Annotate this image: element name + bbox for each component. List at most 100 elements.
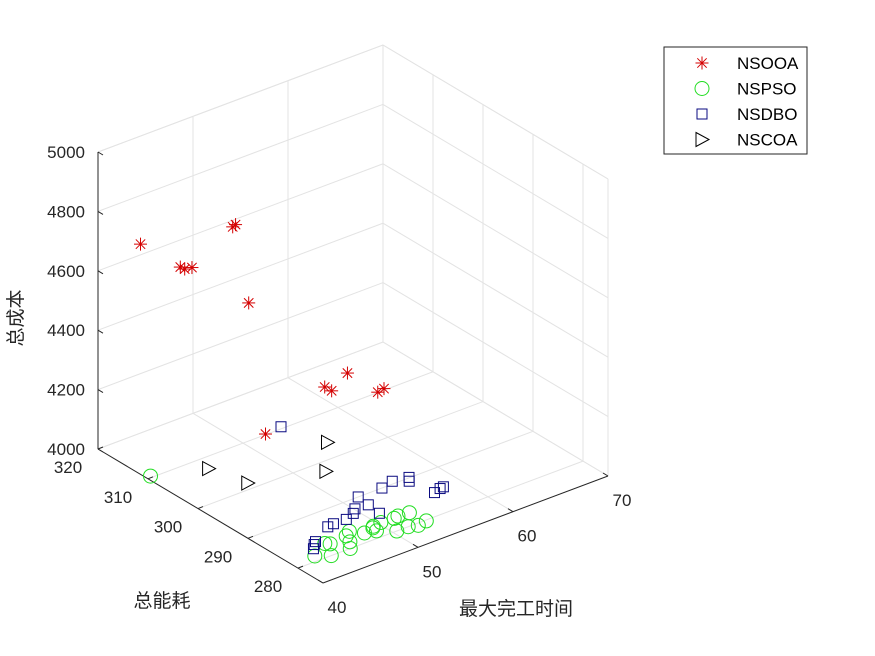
data-point-square: [403, 471, 415, 483]
grid-line: [382, 163, 609, 299]
data-point-triangle-right: [319, 463, 334, 480]
data-point-square: [307, 543, 319, 555]
grid-line: [97, 282, 384, 391]
data-point-square: [373, 507, 385, 519]
data-point-circle: [418, 513, 434, 529]
data-point-square: [340, 513, 352, 525]
grid-line: [97, 44, 384, 153]
data-point-circle: [338, 528, 354, 544]
data-point-circle: [307, 548, 323, 564]
grid-line: [297, 460, 584, 569]
data-point-square: [429, 487, 440, 499]
y-tick-mark: [247, 535, 254, 539]
grid-line: [287, 377, 514, 513]
legend-marker-asterisk: [695, 56, 709, 70]
y-tick-label: 300: [154, 518, 182, 537]
data-point-asterisk: [340, 366, 354, 380]
data-point-square: [352, 491, 364, 503]
data-point-square: [362, 499, 374, 511]
z-tick-mark: [97, 329, 104, 334]
data-point-circle: [373, 514, 389, 530]
data-point-asterisk: [259, 427, 272, 441]
x-tick-mark: [602, 472, 609, 477]
x-axis-line: [322, 475, 609, 584]
legend-label: NSDBO: [737, 105, 797, 124]
z-tick-mark: [97, 210, 104, 215]
data-point-square: [310, 536, 321, 548]
data-point-square: [376, 482, 388, 494]
x-tick-label: 50: [423, 562, 442, 581]
legend-label: NSOOA: [737, 54, 799, 73]
data-point-asterisk: [134, 237, 147, 251]
legend-box: [663, 46, 808, 155]
y-tick-label: 280: [254, 577, 282, 596]
y-tick-label: 290: [204, 547, 232, 566]
z-tick-mark: [97, 151, 104, 156]
z-tick-label: 4600: [47, 262, 85, 281]
grid-lines: [97, 44, 609, 584]
data-point-circle: [341, 523, 357, 539]
grid-line: [97, 222, 384, 331]
legend-marker-triangle-right: [695, 131, 711, 148]
data-point-asterisk: [229, 218, 243, 232]
grid-line: [382, 103, 609, 239]
data-point-square: [275, 421, 287, 433]
y-axis-label: 总能耗: [133, 590, 190, 612]
data-point-triangle-right: [321, 434, 336, 451]
grid-line: [147, 371, 434, 480]
y-tick-mark: [297, 565, 304, 569]
data-point-triangle-right: [202, 460, 217, 477]
data-point-asterisk: [377, 382, 391, 396]
y-tick-mark: [147, 476, 154, 480]
y-tick-mark: [97, 446, 104, 450]
legend-marker-circle: [694, 81, 710, 96]
data-point-square: [437, 481, 449, 493]
y-tick-label: 320: [54, 458, 82, 477]
grid-line: [197, 401, 484, 510]
data-point-circle: [365, 518, 381, 534]
grid-line: [382, 222, 609, 358]
data-markers: [134, 218, 449, 564]
x-tick-mark: [507, 508, 514, 513]
x-axis-label: 最大完工时间: [459, 598, 573, 620]
data-point-circle: [390, 508, 406, 524]
z-tick-label: 5000: [47, 143, 85, 162]
grid-line: [382, 44, 609, 180]
data-point-asterisk: [318, 380, 332, 394]
z-tick-label: 4400: [47, 321, 85, 340]
z-axis-label: 总成本: [5, 289, 27, 346]
z-tick-mark: [97, 389, 104, 394]
z-tick-label: 4200: [47, 381, 85, 400]
z-tick-mark: [97, 448, 104, 453]
data-point-asterisk: [242, 296, 256, 310]
data-point-circle: [322, 536, 338, 552]
legend-label: NSPSO: [737, 80, 797, 99]
z-tick-label: 4000: [47, 440, 85, 459]
data-point-triangle-right: [241, 475, 256, 491]
grid-line: [247, 430, 534, 539]
grid-line: [382, 282, 609, 418]
data-point-square: [308, 539, 320, 551]
grid-line: [382, 341, 609, 477]
data-point-circle: [368, 523, 384, 539]
legend-label: NSCOA: [737, 131, 798, 150]
y-tick-mark: [197, 506, 204, 510]
data-point-circle: [410, 517, 426, 533]
data-point-square: [322, 521, 334, 533]
x-tick-mark: [412, 543, 419, 548]
legend: NSOOA NSPSO NSDBO NSCOA: [663, 46, 808, 155]
grid-line: [97, 163, 384, 272]
x-tick-label: 60: [518, 527, 537, 546]
x-tick-label: 70: [613, 491, 632, 510]
y-axis-line: [97, 448, 324, 584]
x-tick-mark: [317, 579, 324, 584]
data-point-asterisk: [371, 385, 385, 399]
data-point-asterisk: [185, 261, 199, 275]
y-tick-label: 310: [104, 488, 132, 507]
grid-line: [192, 412, 419, 548]
z-tick-label: 4800: [47, 202, 85, 221]
legend-marker-square: [696, 108, 708, 120]
data-point-square: [434, 483, 446, 495]
